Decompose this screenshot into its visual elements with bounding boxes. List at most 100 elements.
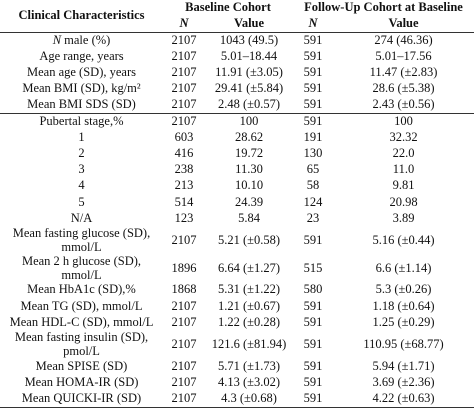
table-row: Mean age (SD), years 2107 11.91 (±3.05) 591… [0,65,474,81]
table-row: Age range, years 2107 5.01–18.44 591 5.01–17… [0,49,474,65]
header-baseline-value: Value [233,16,265,31]
baseline-value-cell: 1.21 (±0.67) [217,298,281,313]
baseline-n-cell: 603 [174,129,194,144]
row-label: Mean fasting glucose (SD), mmol/L [12,226,151,254]
table-row: Mean HbA1c (SD),% 1868 5.31 (±1.22) 580 5.3 … [0,282,474,298]
row-label: Mean 2 h glucose (SD), mmol/L [21,254,142,282]
baseline-n-cell: 416 [174,146,194,161]
baseline-value-cell: 5.21 (±0.58) [217,232,281,247]
baseline-n-cell: 1896 [171,260,197,275]
table-row: 5 514 24.39 124 20.98 [0,194,474,210]
row-label: 3 [78,162,85,177]
row-label: N/A [70,210,93,225]
header-followup-n: N [308,16,318,31]
followup-n-cell: 591 [303,81,323,96]
baseline-n-cell: 123 [174,210,194,225]
baseline-n-cell: 238 [174,162,194,177]
baseline-value-cell: 5.01–18.44 [220,48,278,63]
followup-n-cell: 591 [303,32,323,47]
table-row: 2 416 19.72 130 22.0 [0,146,474,162]
baseline-value-cell: 121.6 (±81.94) [211,336,287,351]
followup-value-cell: 22.0 [392,146,415,161]
table-row: Mean SPISE (SD) 2107 5.71 (±1.73) 591 5.94 (… [0,359,474,375]
followup-value-cell: 100 [394,113,413,128]
followup-value-cell: 11.47 (±2.83) [369,65,438,80]
baseline-value-cell: 5.71 (±1.73) [217,359,281,374]
row-label: Mean TG (SD), mmol/L [20,298,143,313]
header-baseline-n: N [179,16,189,31]
followup-value-cell: 3.69 (±2.36) [372,375,435,390]
baseline-value-cell: 5.31 (±1.22) [217,282,281,297]
baseline-n-cell: 2107 [171,232,197,247]
row-label: Mean age (SD), years [27,65,136,80]
table-row: Mean fasting insulin (SD), pmol/L 2107 121… [0,331,474,359]
baseline-n-cell: 2107 [171,391,197,406]
baseline-n-cell: 2107 [171,81,197,96]
header-clinical-characteristics: Clinical Characteristics [18,8,145,23]
baseline-n-cell: 2107 [171,32,197,47]
table-header: Clinical Characteristics Baseline Cohort… [0,0,474,33]
table-row: Pubertal stage,% 2107 100 591 100 [0,113,474,129]
followup-value-cell: 20.98 [389,194,418,209]
table-row: Mean QUICKI-IR (SD) 2107 4.3 (±0.68) 591 4.2… [0,391,474,408]
baseline-value-cell: 11.91 (±3.05) [215,65,283,80]
table-row: 3 238 11.30 65 11.0 [0,162,474,178]
followup-n-cell: 124 [303,194,323,209]
followup-n-cell: 591 [303,336,323,351]
followup-value-cell: 5.01–17.56 [375,48,432,63]
table-row: N male (%) 2107 1043 (49.5) 591 274 (46.36) [0,33,474,49]
baseline-n-cell: 1868 [171,282,197,297]
followup-n-cell: 591 [303,359,323,374]
baseline-n-cell: 213 [174,178,194,193]
baseline-value-cell: 19.72 [234,146,264,161]
baseline-n-cell: 2107 [171,65,197,80]
row-label-text: male (%) [61,32,111,47]
row-label: Mean HOMA-IR (SD) [24,375,139,390]
baseline-value-cell: 2.48 (±0.57) [217,97,281,112]
followup-n-cell: 130 [303,146,323,161]
baseline-value-cell: 10.10 [234,178,264,193]
followup-value-cell: 1.18 (±0.64) [372,298,435,313]
followup-n-cell: 591 [303,298,323,313]
header-followup-cohort: Follow-Up Cohort at Baseline [304,0,463,15]
followup-n-cell: 58 [306,178,320,193]
baseline-n-cell: 2107 [171,336,197,351]
followup-n-cell: 591 [303,65,323,80]
baseline-value-cell: 1.22 (±0.28) [217,314,281,329]
baseline-n-cell: 2107 [171,375,197,390]
followup-n-cell: 191 [303,129,323,144]
header-baseline-cohort: Baseline Cohort [185,0,271,15]
row-label: Mean SPISE (SD) [35,359,128,374]
baseline-value-cell: 1043 (49.5) [219,32,279,47]
followup-n-cell: 515 [303,260,323,275]
followup-n-cell: 591 [303,48,323,63]
baseline-value-cell: 28.62 [234,129,264,144]
row-label: 5 [78,194,85,209]
row-label: Mean QUICKI-IR (SD) [21,391,142,406]
followup-value-cell: 32.32 [389,129,418,144]
table-row: Mean fasting glucose (SD), mmol/L 2107 5.2… [0,227,474,255]
table-row: Mean HOMA-IR (SD) 2107 4.13 (±3.02) 591 3.69… [0,375,474,391]
followup-n-cell: 591 [303,391,323,406]
row-label: 2 [78,146,85,161]
table-row: Mean 2 h glucose (SD), mmol/L 1896 6.64 (±… [0,255,474,283]
baseline-n-cell: 2107 [171,298,197,313]
row-label: 1 [78,129,85,144]
followup-value-cell: 28.6 (±5.38) [372,81,435,96]
baseline-n-cell: 2107 [171,113,197,128]
followup-n-cell: 65 [306,162,320,177]
followup-value-cell: 5.3 (±0.26) [375,282,432,297]
baseline-value-cell: 4.3 (±0.68) [221,391,277,406]
row-label: Age range, years [39,48,124,63]
baseline-n-cell: 2107 [171,48,197,63]
header-followup-value: Value [388,16,419,31]
followup-n-cell: 591 [303,375,323,390]
baseline-value-cell: 24.39 [234,194,264,209]
followup-n-cell: 591 [303,97,323,112]
followup-value-cell: 3.89 [392,210,415,225]
table-row: 4 213 10.10 58 9.81 [0,178,474,194]
followup-value-cell: 5.94 (±1.71) [372,359,435,374]
row-label: 4 [78,178,85,193]
